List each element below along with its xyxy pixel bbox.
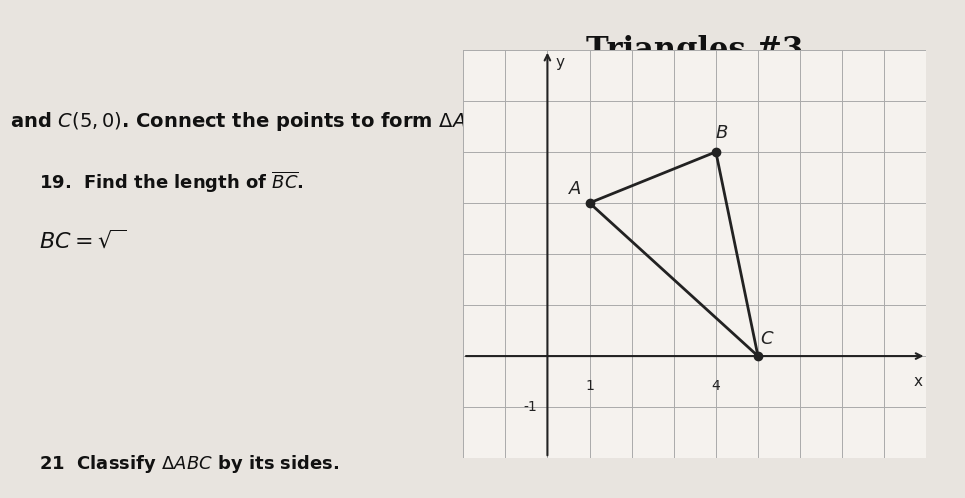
Text: y: y [556, 55, 565, 70]
Text: 1: 1 [585, 379, 594, 393]
Text: $BC=\sqrt{\ }$: $BC=\sqrt{\ }$ [39, 229, 125, 252]
Text: C: C [760, 330, 773, 349]
Text: B: B [716, 124, 729, 142]
Text: -1: -1 [523, 400, 537, 414]
Text: A: A [568, 180, 581, 198]
Text: Triangles #3: Triangles #3 [586, 35, 804, 66]
Text: x: x [913, 374, 923, 389]
Text: 19.  Find the length of $\overline{BC}$.: 19. Find the length of $\overline{BC}$. [39, 169, 303, 195]
Text: and $C(5,0)$. Connect the points to form $\Delta ABC$.: and $C(5,0)$. Connect the points to form… [10, 110, 500, 132]
Text: 21  Classify $\Delta ABC$ by its sides.: 21 Classify $\Delta ABC$ by its sides. [39, 453, 340, 475]
Text: 4: 4 [711, 379, 720, 393]
